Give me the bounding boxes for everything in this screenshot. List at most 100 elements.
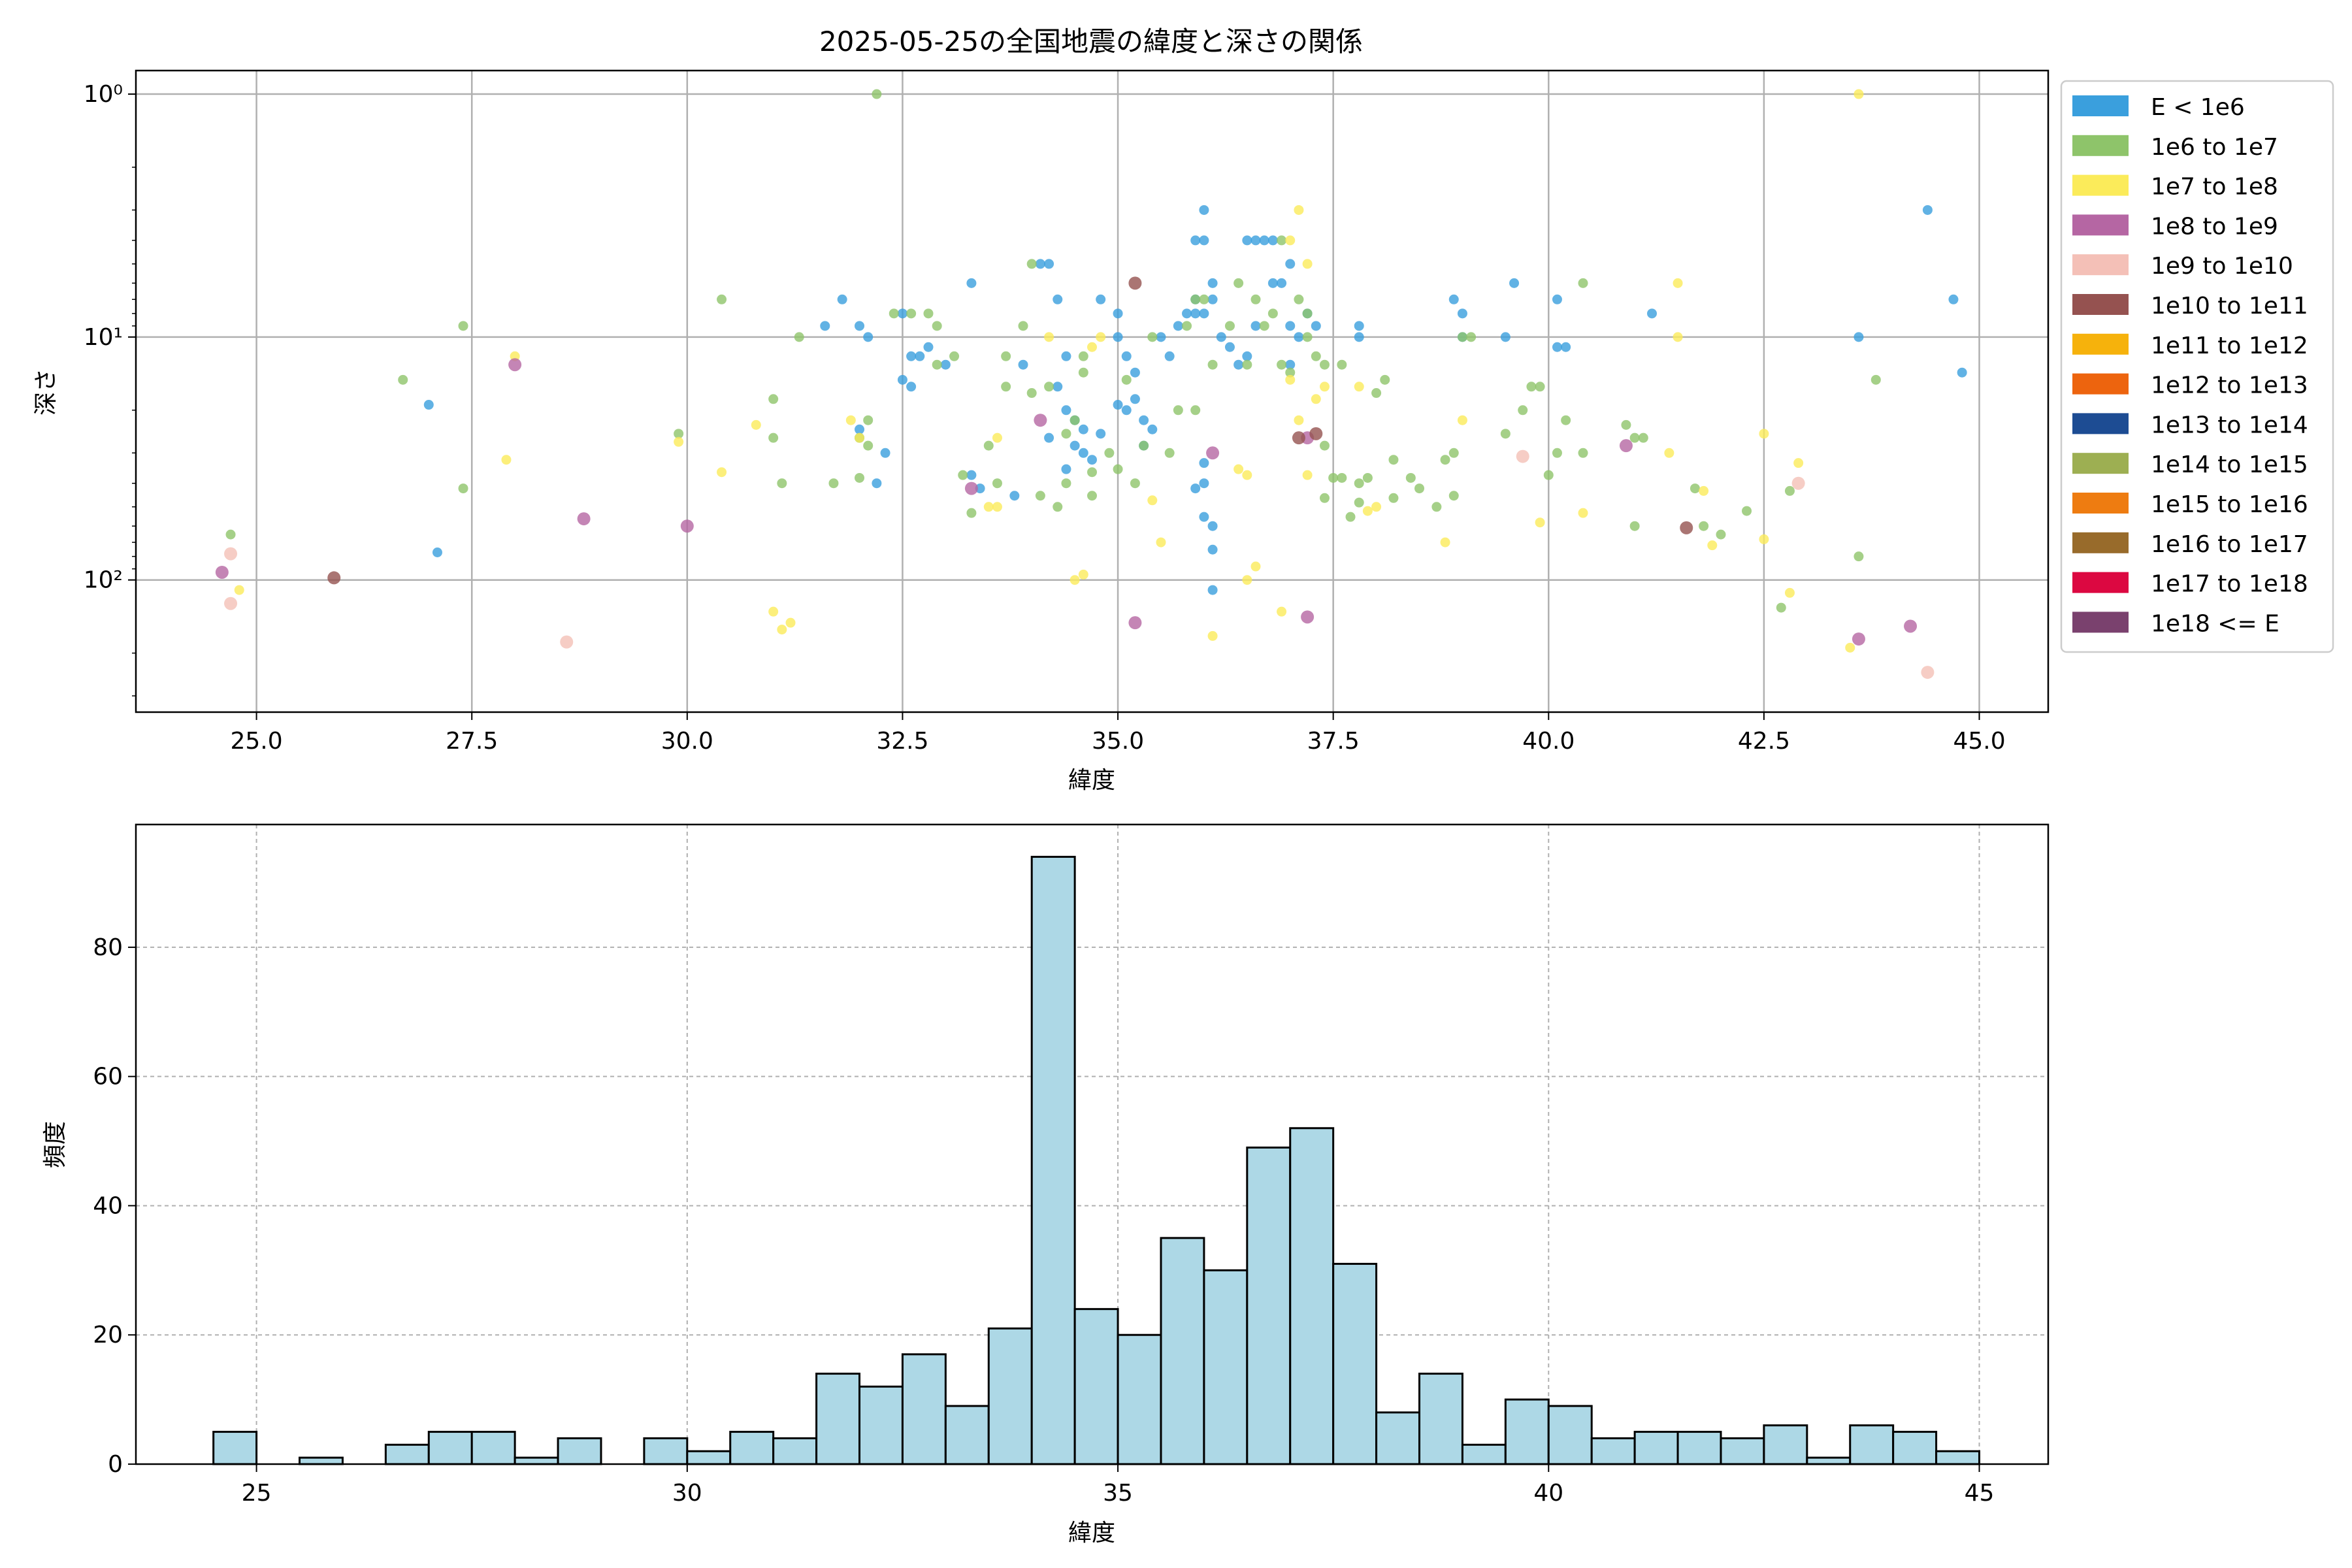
histogram-bar	[1849, 1424, 1895, 1465]
histogram-bar	[557, 1437, 602, 1465]
scatter-point	[1078, 367, 1088, 378]
scatter-point	[1319, 493, 1330, 503]
scatter-point	[1128, 276, 1142, 290]
scatter-point	[1362, 472, 1373, 483]
scatter-point	[1716, 529, 1726, 540]
scatter-point	[897, 308, 907, 319]
scatter-point	[1759, 534, 1769, 544]
scatter-point	[1121, 351, 1132, 361]
scatter-point	[1207, 359, 1218, 370]
scatter-point	[845, 415, 856, 425]
scatter-point	[1044, 332, 1054, 342]
scatter-point	[1147, 424, 1158, 434]
scatter-point	[1552, 294, 1562, 304]
scatter-point	[1371, 388, 1382, 399]
scatter-point	[1121, 374, 1132, 385]
scatter-point	[1250, 321, 1261, 331]
scatter-point	[1285, 367, 1296, 378]
scatter-point	[1121, 405, 1132, 416]
scatter-point	[1053, 502, 1063, 512]
scatter-point	[1018, 321, 1028, 331]
scatter-point	[1130, 478, 1140, 489]
scatter-point	[949, 351, 960, 361]
scatter-point	[906, 351, 917, 361]
legend-swatch	[2072, 612, 2129, 633]
scatter-point	[1638, 433, 1648, 443]
scatter-point	[1466, 332, 1477, 342]
scatter-point	[1285, 259, 1296, 269]
scatter-point	[1277, 359, 1287, 370]
scatter-point	[1294, 415, 1304, 425]
scatter-x-tick-label: 42.5	[1738, 728, 1790, 755]
scatter-point	[717, 294, 727, 304]
scatter-point	[1707, 540, 1718, 551]
scatter-point	[1156, 332, 1166, 342]
histogram-y-tick-label: 60	[93, 1064, 123, 1090]
histogram-bar	[1763, 1424, 1808, 1465]
histogram-x-tick-label: 40	[1533, 1480, 1563, 1507]
scatter-frame	[135, 69, 2050, 713]
scatter-point	[1061, 405, 1071, 416]
scatter-point	[1673, 332, 1683, 342]
scatter-point	[1957, 367, 1967, 378]
histogram-bar	[1117, 1333, 1162, 1465]
scatter-point	[1242, 351, 1252, 361]
scatter-point	[215, 565, 229, 579]
scatter-point	[1921, 666, 1935, 679]
scatter-point	[1854, 551, 1864, 562]
scatter-point	[785, 617, 796, 628]
scatter-point	[1388, 455, 1399, 465]
scatter-point	[992, 478, 1002, 489]
scatter-point	[1561, 415, 1571, 425]
scatter-point	[1301, 610, 1315, 624]
legend-swatch	[2072, 373, 2129, 395]
legend-label: 1e16 to 1e17	[2151, 531, 2308, 558]
scatter-point	[423, 400, 434, 410]
legend-label: 1e6 to 1e7	[2151, 134, 2278, 161]
scatter-point	[1061, 351, 1071, 361]
scatter-point	[983, 502, 994, 512]
scatter-point	[1035, 491, 1045, 501]
scatter-point	[1087, 455, 1097, 465]
scatter-point	[1791, 476, 1805, 490]
scatter-point	[1277, 606, 1287, 617]
scatter-point	[820, 321, 830, 331]
scatter-point	[872, 89, 882, 99]
scatter-point	[1621, 419, 1631, 430]
scatter-x-tick-label: 37.5	[1307, 728, 1360, 755]
scatter-point	[1044, 259, 1054, 269]
scatter-x-tick-label: 27.5	[446, 728, 498, 755]
scatter-point	[1535, 517, 1545, 528]
legend-swatch	[2072, 333, 2129, 355]
histogram-bar	[1806, 1456, 1852, 1465]
legend-label: 1e18 <= E	[2151, 610, 2279, 637]
legend-swatch	[2072, 174, 2129, 196]
scatter-point	[932, 359, 942, 370]
scatter-point	[1190, 294, 1201, 304]
histogram-frame	[135, 823, 2050, 1465]
scatter-point	[1457, 308, 1467, 319]
histogram-bar	[1720, 1437, 1765, 1465]
histogram-bar	[1892, 1431, 1938, 1465]
histogram-bar	[1418, 1373, 1463, 1465]
scatter-point	[1448, 491, 1459, 501]
scatter-point	[1285, 321, 1296, 331]
scatter-point	[1405, 472, 1416, 483]
scatter-point	[1673, 278, 1683, 288]
scatter-point	[983, 440, 994, 451]
scatter-point	[1362, 506, 1373, 516]
scatter-point	[923, 308, 934, 319]
legend-label: E < 1e6	[2151, 94, 2245, 121]
scatter-point	[1053, 294, 1063, 304]
scatter-point	[1699, 485, 1709, 496]
scatter-point	[1207, 544, 1218, 555]
scatter-point	[577, 512, 591, 526]
histogram-bar	[815, 1373, 861, 1465]
scatter-point	[1516, 449, 1529, 463]
scatter-point	[1061, 429, 1071, 439]
scatter-point	[1096, 294, 1106, 304]
scatter-point	[966, 470, 977, 480]
legend-label: 1e15 to 1e16	[2151, 491, 2308, 518]
legend-swatch	[2072, 572, 2129, 593]
scatter-point	[458, 321, 468, 331]
